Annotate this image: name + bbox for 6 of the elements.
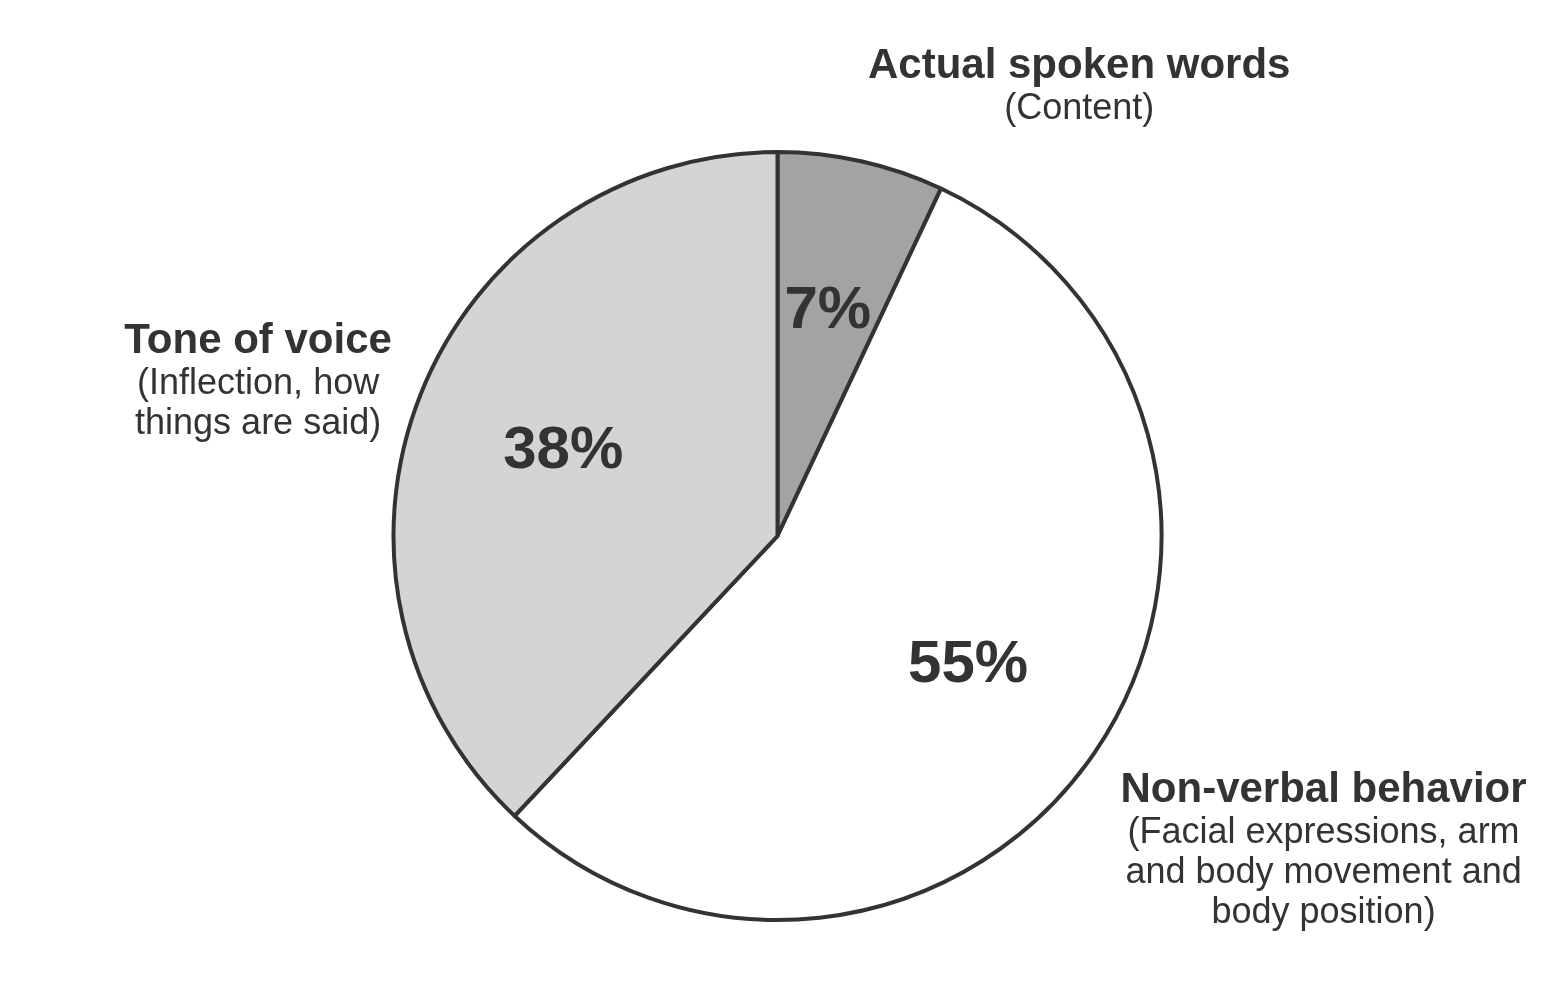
slice-label: Tone of voice (Inflection, how things are said) [124,314,392,443]
data-label: 7% [784,273,872,341]
slice-label: Actual spoken words (Content) [867,39,1291,128]
data-label: 38% [503,413,624,481]
slice-label: Non-verbal behavior (Facial expressions, arm and body movement and body position) [1120,763,1527,932]
data-label: 55% [908,628,1029,696]
